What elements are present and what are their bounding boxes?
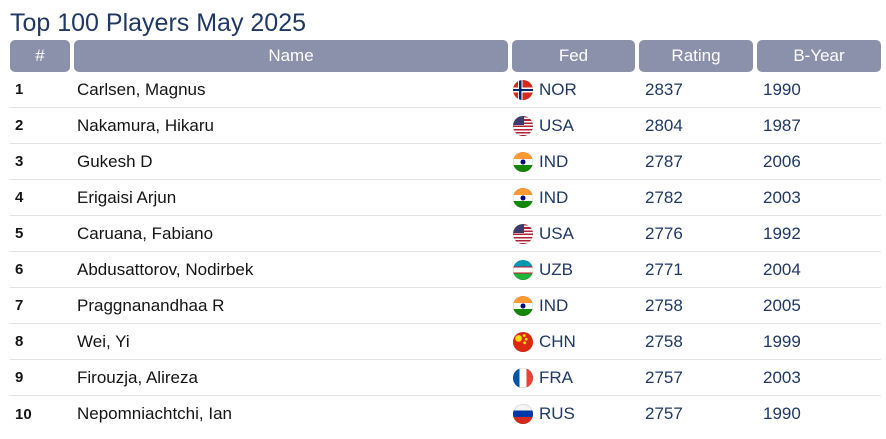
federation-code: IND xyxy=(539,295,569,315)
table-row: 7 Praggnanandhaa R IND 2758 2005 xyxy=(10,288,881,324)
federation-code: IND xyxy=(539,151,569,171)
federation-cell: IND xyxy=(512,187,639,208)
page-title: Top 100 Players May 2025 xyxy=(10,9,307,37)
birth-year-cell: 1992 xyxy=(763,223,801,243)
russia-flag-icon xyxy=(513,404,533,424)
rating-cell: 2804 xyxy=(645,115,683,135)
federation-code: IND xyxy=(539,187,569,207)
birth-year-cell: 1990 xyxy=(763,79,801,99)
birth-year-cell: 2006 xyxy=(763,151,801,171)
rank-cell: 4 xyxy=(15,189,24,206)
player-name-cell: Wei, Yi xyxy=(77,331,130,351)
federation-cell: IND xyxy=(512,295,639,316)
rank-cell: 3 xyxy=(15,153,24,170)
rank-cell: 2 xyxy=(15,117,24,134)
player-name-cell: Erigaisi Arjun xyxy=(77,187,177,207)
table-body: 1 Carlsen, Magnus NOR 2837 1990 2 Nakamura, Hi… xyxy=(10,72,881,432)
india-flag-icon xyxy=(513,295,533,316)
column-header-name[interactable]: Name xyxy=(74,40,508,72)
table-row: 4 Erigaisi Arjun IND 2782 2003 xyxy=(10,180,881,216)
table-row: 2 Nakamura, Hikaru USA 2804 1987 xyxy=(10,108,881,144)
rank-cell: 9 xyxy=(15,369,24,386)
federation-code: NOR xyxy=(539,79,577,99)
birth-year-cell: 2004 xyxy=(763,259,801,279)
rank-cell: 10 xyxy=(15,405,32,423)
china-flag-icon xyxy=(513,331,533,352)
federation-cell: FRA xyxy=(512,367,639,388)
table-header-row: # Name Fed Rating B-Year xyxy=(10,40,881,72)
federation-cell: UZB xyxy=(512,259,639,280)
player-name-cell: Praggnanandhaa R xyxy=(77,295,225,315)
federation-code: USA xyxy=(539,115,574,135)
rank-cell: 8 xyxy=(15,333,24,350)
table-row: 6 Abdusattorov, Nodirbek UZB 2771 2004 xyxy=(10,252,881,288)
column-header-rating[interactable]: Rating xyxy=(639,40,753,72)
rating-cell: 2837 xyxy=(645,79,683,99)
india-flag-icon xyxy=(513,151,533,172)
player-name-cell: Carlsen, Magnus xyxy=(77,79,206,99)
rating-cell: 2776 xyxy=(645,223,683,243)
uzbekistan-flag-icon xyxy=(513,259,533,280)
player-name-cell: Abdusattorov, Nodirbek xyxy=(77,259,254,279)
table-row: 9 Firouzja, Alireza FRA 2757 2003 xyxy=(10,360,881,396)
rating-cell: 2757 xyxy=(645,367,683,387)
rating-cell: 2758 xyxy=(645,295,683,315)
birth-year-cell: 1990 xyxy=(763,404,801,423)
birth-year-cell: 2003 xyxy=(763,367,801,387)
table-row: 1 Carlsen, Magnus NOR 2837 1990 xyxy=(10,72,881,108)
birth-year-cell: 2003 xyxy=(763,187,801,207)
rating-cell: 2771 xyxy=(645,259,683,279)
player-name-cell: Caruana, Fabiano xyxy=(77,223,214,243)
federation-code: CHN xyxy=(539,331,576,351)
rating-cell: 2758 xyxy=(645,331,683,351)
federation-cell: USA xyxy=(512,223,639,244)
federation-cell: CHN xyxy=(512,331,639,352)
rank-cell: 1 xyxy=(15,81,24,98)
india-flag-icon xyxy=(513,187,533,208)
table-row: 3 Gukesh D IND 2787 2006 xyxy=(10,144,881,180)
table-row: 8 Wei, Yi CHN 2758 1999 xyxy=(10,324,881,360)
federation-cell: USA xyxy=(512,115,639,136)
player-name-cell: Nepomniachtchi, Ian xyxy=(77,404,232,423)
usa-flag-icon xyxy=(513,115,533,136)
federation-cell: IND xyxy=(512,151,639,172)
france-flag-icon xyxy=(513,367,533,388)
table-row: 5 Caruana, Fabiano USA 2776 1992 xyxy=(10,216,881,252)
table-row: 10 Nepomniachtchi, Ian RUS 2757 1990 xyxy=(10,396,881,432)
federation-code: USA xyxy=(539,223,574,243)
usa-flag-icon xyxy=(513,223,533,244)
rank-cell: 5 xyxy=(15,225,24,242)
federation-cell: NOR xyxy=(512,79,639,100)
federation-code: RUS xyxy=(539,404,575,423)
federation-cell: RUS xyxy=(512,404,639,424)
rank-cell: 6 xyxy=(15,261,24,278)
rating-cell: 2782 xyxy=(645,187,683,207)
federation-code: FRA xyxy=(539,367,573,387)
player-name-cell: Gukesh D xyxy=(77,151,153,171)
rank-cell: 7 xyxy=(15,297,24,314)
column-header-byear[interactable]: B-Year xyxy=(757,40,881,72)
player-name-cell: Nakamura, Hikaru xyxy=(77,115,214,135)
player-name-cell: Firouzja, Alireza xyxy=(77,367,198,387)
rating-cell: 2757 xyxy=(645,404,683,423)
birth-year-cell: 1987 xyxy=(763,115,801,135)
rating-cell: 2787 xyxy=(645,151,683,171)
column-header-fed[interactable]: Fed xyxy=(512,40,635,72)
birth-year-cell: 1999 xyxy=(763,331,801,351)
federation-code: UZB xyxy=(539,259,573,279)
column-header-rank[interactable]: # xyxy=(10,40,70,72)
birth-year-cell: 2005 xyxy=(763,295,801,315)
norway-flag-icon xyxy=(513,79,533,100)
